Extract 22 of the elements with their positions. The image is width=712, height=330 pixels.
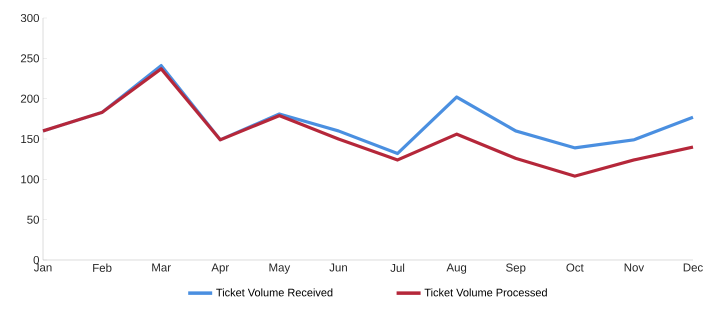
y-tick-label: 200 <box>20 94 40 103</box>
x-tick-label: Jul <box>390 264 404 272</box>
x-tick-label: Mar <box>152 264 171 272</box>
legend-label: Ticket Volume Received <box>216 288 332 296</box>
x-tick-label: Nov <box>624 264 644 272</box>
y-tick-label: 150 <box>21 134 40 144</box>
x-tick-label: Apr <box>211 264 229 274</box>
x-tick-label: Oct <box>566 264 584 272</box>
y-tick-label: 50 <box>27 216 40 224</box>
x-tick-label: Sep <box>506 264 526 274</box>
x-tick-label: May <box>269 264 290 274</box>
x-tick-label: Jan <box>34 264 52 272</box>
y-tick-label: 100 <box>21 175 40 184</box>
y-tick-label: 300 <box>20 14 40 22</box>
line-series <box>41 67 695 178</box>
x-tick-label: Jun <box>329 264 347 272</box>
x-tick-label: Dec <box>684 264 703 272</box>
y-tick-label: 250 <box>20 54 40 62</box>
legend-label: Ticket Volume Processed <box>424 288 547 296</box>
x-tick-label: Feb <box>93 264 112 272</box>
x-tick-label: Aug <box>446 264 466 274</box>
y-tick-label: 0 <box>34 256 40 264</box>
